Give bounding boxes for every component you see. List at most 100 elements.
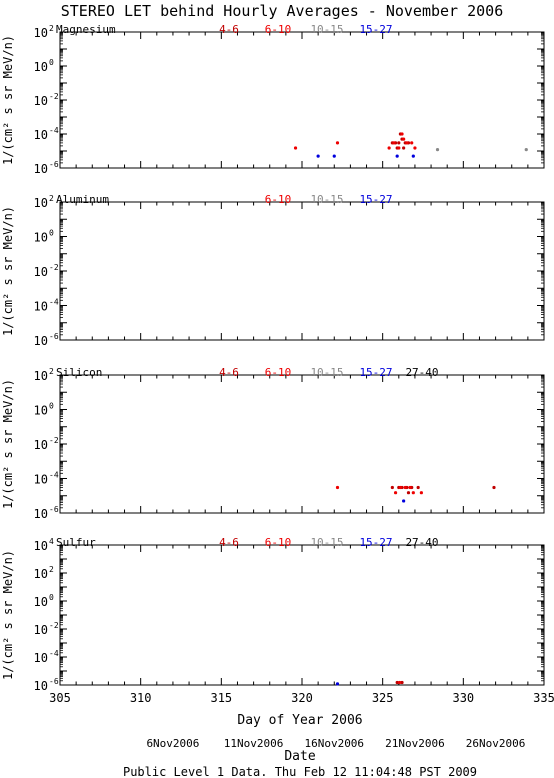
y-tick-exp: -4 [49, 298, 59, 307]
data-point-6-10 [408, 485, 412, 490]
y-tick-label: 10 [34, 623, 48, 637]
x-tick-label: 335 [533, 691, 554, 705]
y-tick-exp: -6 [49, 332, 59, 341]
date-tick-label: 16Nov2006 [304, 737, 364, 750]
legend-6-10: 6-10 [265, 23, 292, 36]
y-tick-exp: 4 [49, 537, 54, 546]
y-tick-exp: 0 [49, 593, 54, 602]
data-point-15-27 [402, 499, 406, 503]
data-point-6-10 [398, 485, 403, 490]
data-point-15-27 [395, 154, 399, 158]
panel-title: Magnesium [56, 23, 116, 36]
data-point-6-10 [335, 485, 340, 490]
legend-10-15: 10-15 [310, 193, 343, 206]
panel-title: Aluminum [56, 193, 109, 206]
plot-frame [59, 201, 545, 341]
y-axis-label: 1/(cm² s sr MeV/n) [1, 379, 15, 509]
footer-text: Public Level 1 Data. Thu Feb 12 11:04:48… [123, 765, 477, 778]
y-tick-exp: 2 [49, 367, 54, 376]
legend-10-15: 10-15 [310, 366, 343, 379]
legend-27-40: 27-40 [405, 366, 438, 379]
data-point-6-10 [411, 491, 415, 495]
y-tick-exp: 0 [49, 58, 54, 67]
plot-frame [59, 544, 545, 686]
figure-title: STEREO LET behind Hourly Averages - Nove… [61, 2, 504, 20]
data-point-6-10 [392, 141, 396, 145]
y-tick-label: 10 [34, 567, 48, 581]
data-point-10-15 [435, 148, 440, 152]
y-tick-label: 10 [34, 231, 48, 245]
y-tick-label: 10 [34, 473, 48, 487]
data-point-4-6 [492, 485, 496, 490]
data-point-15-27 [335, 682, 340, 686]
data-point-6-10 [293, 146, 298, 150]
legend-6-10: 6-10 [265, 536, 292, 549]
y-axis-label: 1/(cm² s sr MeV/n) [1, 550, 15, 680]
y-tick-exp: -2 [49, 621, 59, 630]
y-tick-label: 10 [34, 651, 48, 665]
y-tick-label: 10 [34, 507, 48, 521]
panel-title: Silicon [56, 366, 102, 379]
y-tick-label: 10 [34, 196, 48, 210]
y-tick-label: 10 [34, 438, 48, 452]
x-tick-label: 320 [291, 691, 313, 705]
y-tick-exp: -6 [49, 160, 59, 169]
legend-4-6: 4-6 [219, 366, 239, 379]
y-tick-label: 10 [34, 679, 48, 693]
x-tick-label: 315 [210, 691, 232, 705]
y-tick-exp: 2 [49, 24, 54, 33]
y-tick-exp: 0 [49, 402, 54, 411]
data-point-6-10 [393, 491, 398, 495]
y-tick-label: 10 [34, 300, 48, 314]
x-tick-label: 325 [372, 691, 394, 705]
y-tick-exp: -2 [49, 263, 59, 272]
y-tick-exp: -2 [49, 436, 59, 445]
data-point-15-27 [316, 154, 320, 158]
legend-15-27: 15-27 [359, 366, 392, 379]
y-tick-exp: 2 [49, 565, 54, 574]
date-tick-label: 6Nov2006 [146, 737, 199, 750]
date-label: Date [284, 749, 315, 764]
x-axis-label: Day of Year 2006 [237, 713, 362, 728]
legend-6-10: 6-10 [265, 366, 292, 379]
data-point-15-27 [411, 154, 415, 158]
data-point-6-10 [402, 137, 406, 141]
data-point-10-15 [524, 148, 528, 152]
y-tick-label: 10 [34, 369, 48, 383]
legend-4-6: 4-6 [219, 23, 239, 36]
data-point-4-6 [416, 485, 420, 490]
data-point-4-6 [397, 141, 401, 145]
y-tick-exp: -6 [49, 505, 59, 514]
y-tick-exp: 0 [49, 229, 54, 238]
date-tick-labels: 6Nov2006 11Nov2006 16Nov2006 21Nov2006 26Nov… [146, 737, 525, 750]
y-tick-label: 10 [34, 334, 48, 348]
x-tick-label: 330 [452, 691, 474, 705]
legend-15-27: 15-27 [359, 536, 392, 549]
y-tick-label: 10 [34, 94, 48, 108]
y-tick-label: 10 [34, 404, 48, 418]
y-tick-label: 10 [34, 265, 48, 279]
legend-4-6: 4-6 [219, 536, 239, 549]
y-tick-exp: -2 [49, 92, 59, 101]
y-tick-label: 10 [34, 60, 48, 74]
y-axis-label: 1/(cm² s sr MeV/n) [1, 35, 15, 165]
plot-frame [59, 374, 545, 514]
date-tick-label: 11Nov2006 [224, 737, 284, 750]
y-tick-exp: -4 [49, 126, 59, 135]
legend-27-40: 27-40 [405, 536, 438, 549]
data-point-6-10 [419, 491, 423, 495]
data-point-6-10 [405, 141, 409, 145]
data-point-6-10 [403, 485, 407, 490]
date-tick-label: 26Nov2006 [466, 737, 526, 750]
data-point-6-10 [413, 146, 417, 150]
y-tick-label: 10 [34, 26, 48, 40]
data-point-6-10 [387, 146, 391, 150]
y-tick-exp: -4 [49, 471, 59, 480]
legend-6-10: 6-10 [265, 193, 292, 206]
y-tick-label: 10 [34, 162, 48, 176]
panel-title: Sulfur [56, 536, 96, 549]
data-point-4-6 [402, 146, 406, 150]
